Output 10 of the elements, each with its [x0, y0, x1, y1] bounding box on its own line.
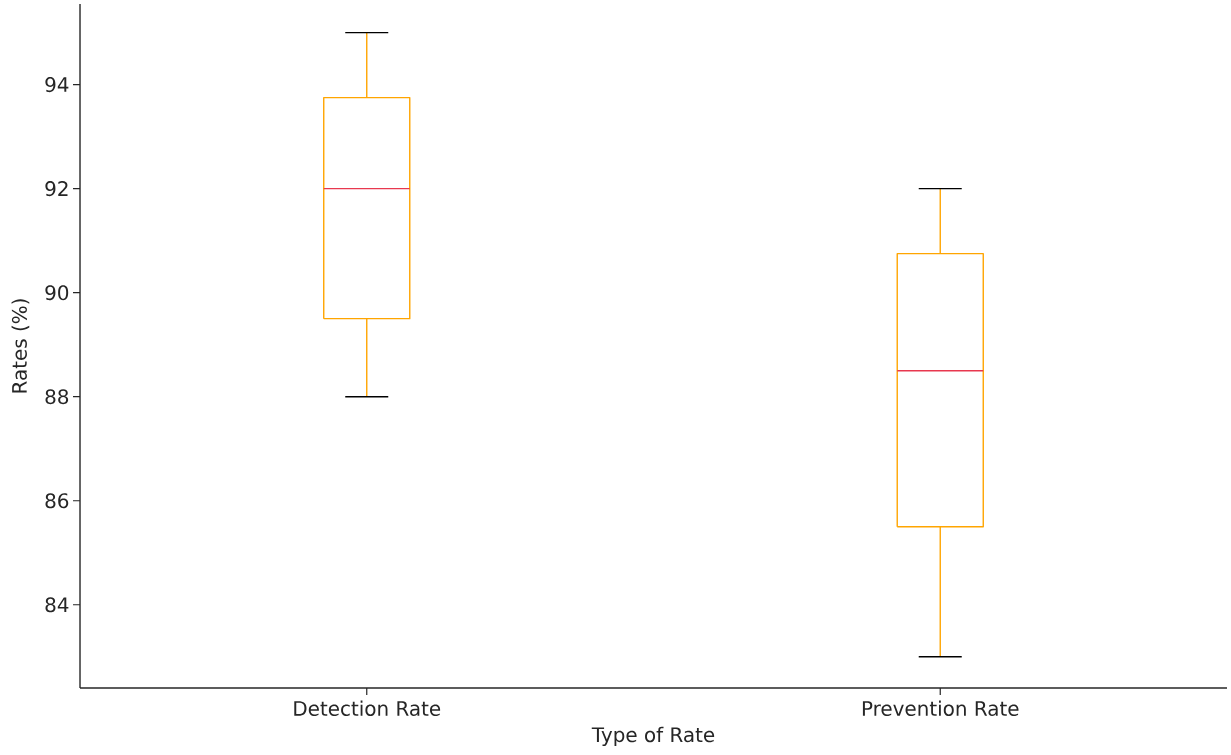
x-tick-label: Detection Rate: [294, 700, 441, 716]
y-tick-label: 92: [45, 181, 68, 197]
y-axis-title: Rates (%): [11, 299, 30, 393]
y-tick-label: 90: [45, 285, 69, 301]
y-tick-label: 86: [45, 493, 69, 509]
y-tick-label: 84: [45, 597, 69, 613]
y-tick-label: 88: [45, 389, 69, 405]
x-tick-label: Prevention Rate: [862, 700, 1019, 716]
x-axis-title: Type of Rate: [591, 726, 715, 747]
y-tick-label: 94: [45, 77, 69, 93]
